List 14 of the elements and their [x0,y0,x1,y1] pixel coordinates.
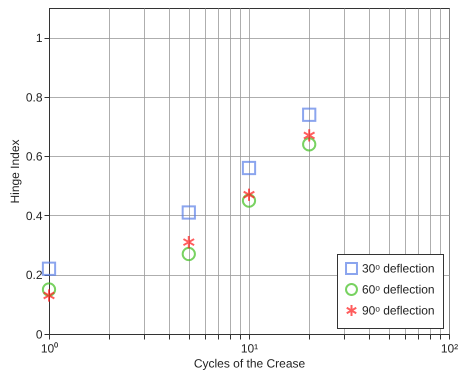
legend-label: 60ᵒ deflection [362,282,435,296]
y-tick-label: 1 [36,31,43,46]
x-tick-label: 10⁰ [40,342,58,356]
legend-label: 90ᵒ deflection [362,304,435,318]
y-tick-label: 0.8 [26,90,43,104]
legend-label: 30ᵒ deflection [362,262,435,276]
y-tick-label: 0 [36,328,43,342]
y-axis-title: Hinge Index [8,139,22,204]
x-axis-title: Cycles of the Crease [194,356,306,370]
x-tick-label: 10² [440,342,458,356]
y-tick-label: 0.6 [26,150,43,164]
y-tick-label: 0.2 [26,268,43,282]
y-tick-label: 0.4 [26,208,43,223]
x-tick-label: 10¹ [240,342,258,356]
